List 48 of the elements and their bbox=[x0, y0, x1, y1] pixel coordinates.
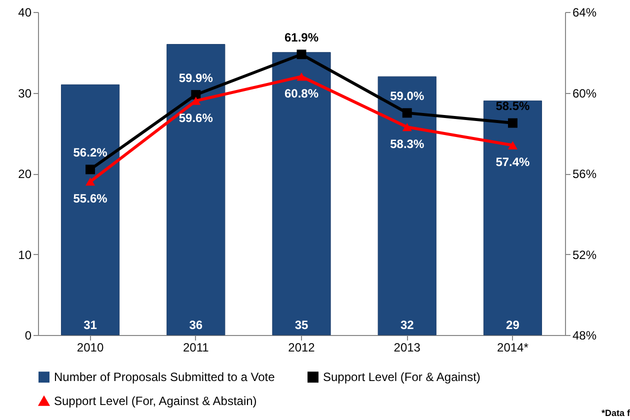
data-label: 36 bbox=[189, 318, 203, 332]
bar bbox=[378, 76, 436, 336]
y2-tick-label: 56% bbox=[572, 167, 597, 181]
bar bbox=[483, 100, 542, 336]
y-tick-label: 10 bbox=[18, 248, 32, 262]
point bbox=[296, 72, 306, 81]
data-label: 29 bbox=[506, 318, 520, 332]
data-label: 32 bbox=[400, 318, 414, 332]
y2-tick-label: 64% bbox=[572, 6, 597, 20]
y2-tick-label: 60% bbox=[572, 86, 597, 100]
data-label: 35 bbox=[294, 318, 308, 332]
data-label: 55.6% bbox=[73, 192, 108, 206]
legend-label: Number of Proposals Submitted to a Vote bbox=[54, 370, 276, 384]
data-label: 59.6% bbox=[178, 110, 214, 125]
point bbox=[191, 90, 201, 100]
x-tick-label: 2013 bbox=[394, 340, 421, 354]
x-tick-label: 2010 bbox=[76, 340, 104, 354]
data-label: 59.9% bbox=[178, 70, 214, 85]
data-label: 58.5% bbox=[496, 99, 530, 114]
y-tick-label: 20 bbox=[18, 167, 32, 181]
data-label: 56.2% bbox=[73, 145, 108, 160]
point bbox=[508, 118, 518, 128]
point bbox=[86, 164, 96, 174]
legend-label: Support Level (For, Against & Abstain) bbox=[54, 394, 257, 408]
bar bbox=[166, 44, 226, 336]
text: *Data f bbox=[601, 408, 630, 418]
point bbox=[296, 50, 306, 60]
y2-tick-label: 48% bbox=[572, 328, 597, 342]
point bbox=[86, 177, 96, 186]
data-label: 60.8% bbox=[284, 86, 319, 101]
x-tick-label: 2014* bbox=[497, 340, 529, 354]
y2-tick-label: 52% bbox=[572, 248, 597, 262]
bar bbox=[60, 84, 120, 336]
bar bbox=[272, 52, 331, 336]
data-label: 61.9% bbox=[284, 30, 319, 44]
legend-label: Support Level (For & Against) bbox=[323, 370, 480, 384]
point bbox=[402, 108, 412, 118]
data-label: 58.3% bbox=[390, 137, 424, 152]
y-tick-label: 40 bbox=[18, 6, 32, 20]
data-label: 59.0% bbox=[390, 88, 424, 103]
data-label: 57.4% bbox=[496, 155, 530, 170]
y-tick-label: 30 bbox=[18, 86, 32, 100]
x-tick-label: 2011 bbox=[182, 340, 210, 354]
data-label: 31 bbox=[84, 318, 98, 332]
x-tick-label: 2012 bbox=[288, 340, 316, 354]
point bbox=[508, 141, 518, 150]
point bbox=[402, 122, 412, 132]
y-tick-label: 0 bbox=[24, 328, 32, 342]
